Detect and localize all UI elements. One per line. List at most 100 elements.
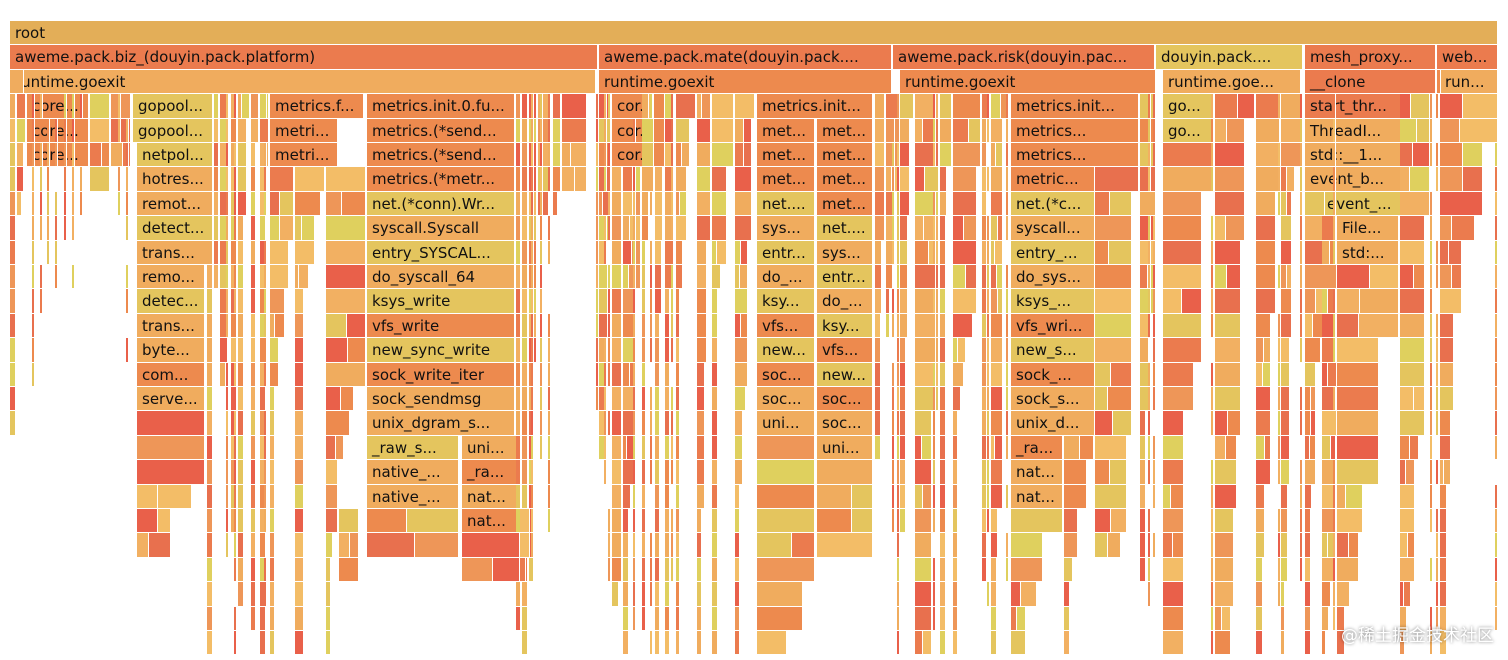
flame-frame[interactable]: [953, 191, 977, 217]
flame-frame[interactable]: [548, 509, 551, 534]
flame-frame[interactable]: [126, 143, 129, 168]
flame-frame[interactable]: net.(*c...: [1011, 191, 1095, 217]
flame-frame[interactable]: [735, 265, 740, 290]
flame-frame[interactable]: [1263, 362, 1271, 387]
flame-frame[interactable]: [676, 484, 680, 509]
flame-frame[interactable]: [953, 606, 958, 631]
flame-frame[interactable]: [665, 533, 670, 558]
flame-frame[interactable]: [295, 338, 304, 363]
flame-frame[interactable]: [650, 338, 653, 363]
flame-frame[interactable]: [270, 484, 275, 509]
flame-frame[interactable]: [1064, 460, 1087, 485]
flame-frame[interactable]: [1337, 631, 1345, 656]
flame-frame[interactable]: [1148, 460, 1151, 485]
flame-frame[interactable]: [1349, 533, 1359, 558]
flame-frame[interactable]: [1495, 435, 1498, 461]
flame-frame[interactable]: [264, 338, 267, 363]
flame-frame[interactable]: [671, 289, 674, 314]
flame-frame[interactable]: [1006, 557, 1009, 583]
flame-frame[interactable]: [875, 191, 885, 217]
flame-frame[interactable]: [1173, 533, 1184, 558]
flame-frame[interactable]: [991, 167, 1003, 192]
flame-frame[interactable]: [522, 362, 528, 387]
flame-frame[interactable]: [270, 362, 279, 387]
flame-frame[interactable]: [991, 484, 1003, 509]
flame-frame[interactable]: [953, 411, 958, 436]
flame-frame[interactable]: unix_dgram_s...: [367, 411, 515, 436]
flame-frame[interactable]: [238, 460, 244, 485]
flame-frame[interactable]: [1495, 387, 1498, 412]
flame-frame[interactable]: [623, 606, 629, 631]
flame-frame[interactable]: [350, 533, 359, 558]
flame-frame[interactable]: [1108, 533, 1121, 558]
flame-frame[interactable]: [102, 143, 110, 168]
flame-frame[interactable]: [326, 362, 366, 387]
flame-frame[interactable]: [17, 167, 24, 192]
flame-frame[interactable]: [295, 533, 304, 558]
flame-frame[interactable]: [1333, 143, 1336, 168]
flame-frame[interactable]: [933, 191, 936, 217]
flame-frame[interactable]: [612, 216, 622, 241]
flame-frame[interactable]: [1153, 362, 1156, 387]
flame-frame[interactable]: [64, 191, 67, 217]
flame-frame[interactable]: [596, 94, 599, 119]
flame-frame[interactable]: [226, 411, 229, 436]
flame-frame[interactable]: [1281, 631, 1285, 656]
flame-frame[interactable]: ksy...: [757, 289, 815, 314]
flame-frame[interactable]: [40, 216, 43, 241]
flame-frame[interactable]: [953, 582, 958, 607]
flame-frame[interactable]: [915, 582, 932, 607]
flame-frame[interactable]: [47, 216, 50, 241]
flame-frame[interactable]: [1300, 338, 1303, 363]
flame-frame[interactable]: [676, 216, 687, 241]
flame-frame[interactable]: [1322, 435, 1331, 461]
flame-frame[interactable]: metrics.(*send...: [367, 143, 515, 168]
flame-frame[interactable]: [540, 289, 543, 314]
flame-frame[interactable]: [1333, 118, 1336, 143]
flame-frame[interactable]: [342, 191, 366, 217]
flame-frame[interactable]: [238, 338, 244, 363]
flame-frame[interactable]: [1163, 411, 1184, 436]
flame-frame[interactable]: [270, 240, 289, 265]
flame-frame[interactable]: [1148, 557, 1151, 583]
flame-frame[interactable]: [540, 167, 543, 192]
flame-frame[interactable]: [520, 557, 526, 583]
flame-frame[interactable]: [234, 143, 237, 168]
flame-frame[interactable]: [900, 435, 906, 461]
flame-frame[interactable]: [1300, 313, 1303, 339]
flame-frame[interactable]: [633, 484, 636, 509]
flame-frame[interactable]: [32, 94, 35, 119]
flame-frame[interactable]: [991, 557, 997, 583]
flame-frame[interactable]: [1436, 460, 1439, 485]
flame-frame[interactable]: [326, 289, 366, 314]
flame-frame[interactable]: [407, 509, 459, 534]
flame-frame[interactable]: [1333, 313, 1336, 339]
flame-frame[interactable]: [516, 338, 521, 363]
flame-frame[interactable]: [264, 362, 267, 387]
flame-frame[interactable]: [540, 191, 543, 217]
flame-frame[interactable]: [676, 289, 680, 314]
flame-frame[interactable]: [1430, 484, 1433, 509]
flame-frame[interactable]: [875, 338, 881, 363]
flame-frame[interactable]: [1281, 460, 1290, 485]
flame-frame[interactable]: [897, 191, 900, 217]
flame-frame[interactable]: met...: [817, 118, 873, 143]
flame-frame[interactable]: [650, 289, 653, 314]
flame-frame[interactable]: [1256, 387, 1271, 412]
flame-frame[interactable]: [596, 265, 599, 290]
flame-frame[interactable]: [10, 411, 16, 436]
flame-frame[interactable]: [1215, 533, 1234, 558]
flame-frame[interactable]: [1140, 460, 1146, 485]
flame-frame[interactable]: [516, 94, 521, 119]
flame-frame[interactable]: [32, 167, 35, 192]
flame-frame[interactable]: [987, 216, 990, 241]
flame-frame[interactable]: [642, 313, 646, 339]
flame-frame[interactable]: [642, 94, 649, 119]
flame-frame[interactable]: [1495, 362, 1498, 387]
flame-frame[interactable]: [1495, 411, 1498, 436]
flame-frame[interactable]: [72, 216, 75, 241]
flame-frame[interactable]: [1215, 118, 1227, 143]
flame-frame[interactable]: [608, 118, 611, 143]
flame-frame[interactable]: [1337, 557, 1359, 583]
flame-frame[interactable]: com...: [137, 362, 205, 387]
